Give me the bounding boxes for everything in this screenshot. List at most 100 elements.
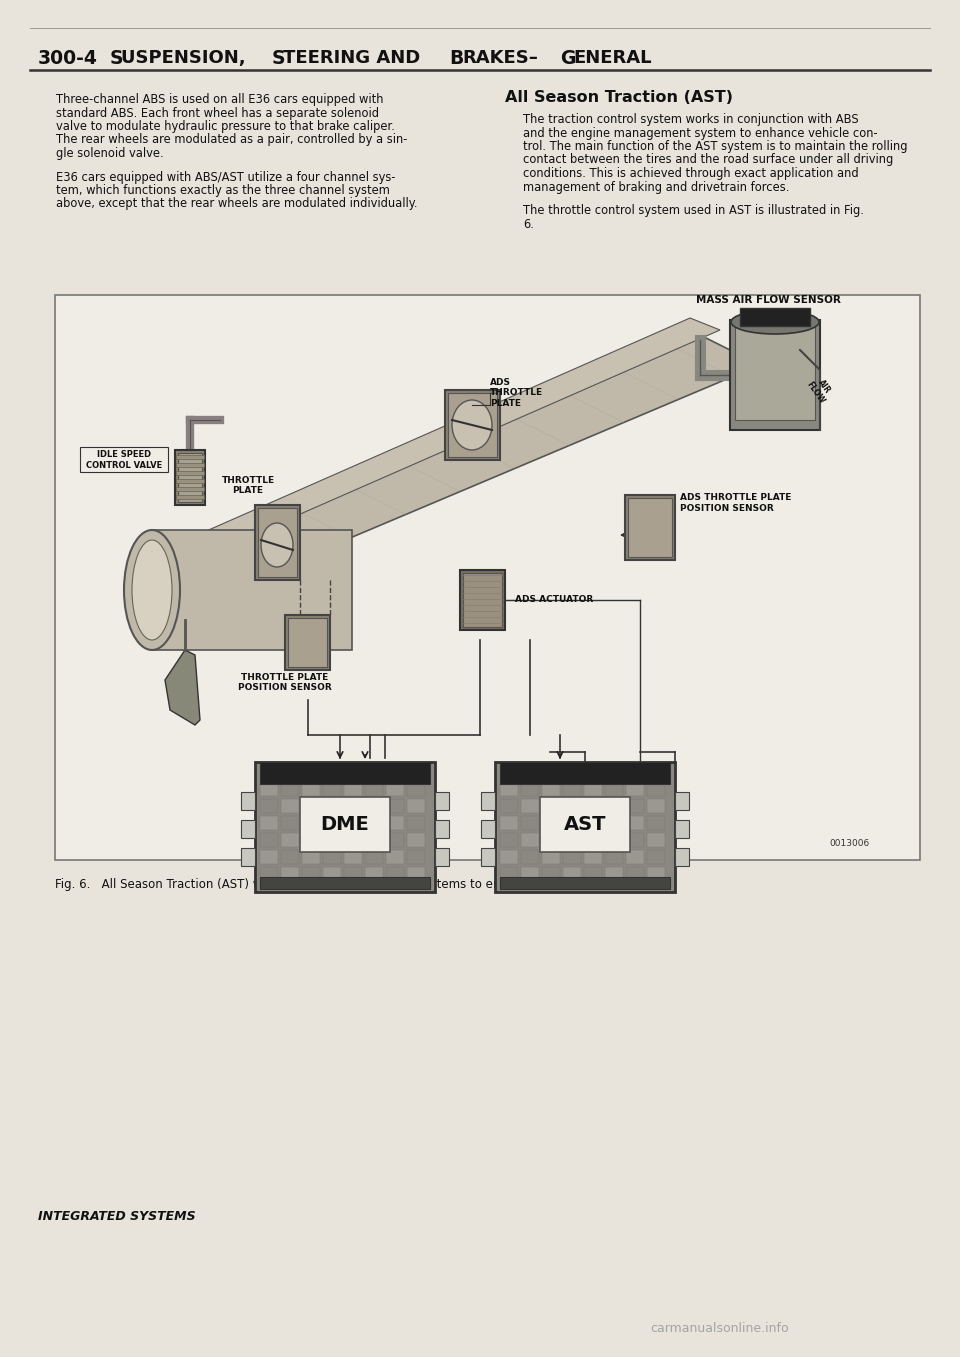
Bar (386, 799, 404, 813)
Text: S: S (110, 49, 124, 68)
Bar (521, 867, 539, 881)
Bar (500, 867, 518, 881)
Bar (605, 849, 623, 864)
Bar (626, 833, 644, 847)
Text: DME: DME (321, 814, 370, 833)
Bar (625, 495, 675, 560)
Bar (260, 867, 278, 881)
Bar (500, 833, 518, 847)
Bar (481, 792, 495, 810)
Bar (344, 799, 362, 813)
Text: Three-channel ABS is used on all E36 cars equipped with: Three-channel ABS is used on all E36 car… (56, 94, 383, 106)
Bar (500, 849, 518, 864)
Bar (563, 816, 581, 830)
Bar (281, 849, 299, 864)
Text: trol. The main function of the AST system is to maintain the rolling: trol. The main function of the AST syste… (523, 140, 907, 153)
Bar (407, 816, 425, 830)
Bar (500, 782, 518, 797)
Bar (344, 849, 362, 864)
Bar (563, 867, 581, 881)
Bar (521, 816, 539, 830)
Bar (481, 820, 495, 839)
Bar (365, 782, 383, 797)
Bar (288, 617, 327, 668)
Bar (647, 849, 665, 864)
Bar (626, 867, 644, 881)
Bar (55, 294, 920, 860)
Text: G: G (560, 49, 575, 68)
Bar (80, 446, 168, 472)
Bar (542, 867, 560, 881)
Bar (386, 867, 404, 881)
Bar (647, 799, 665, 813)
Bar (563, 782, 581, 797)
Text: The traction control system works in conjunction with ABS: The traction control system works in con… (523, 113, 858, 126)
Bar (626, 816, 644, 830)
Bar (323, 849, 341, 864)
Bar (302, 782, 320, 797)
Bar (435, 848, 449, 866)
Bar (255, 505, 300, 579)
Bar (386, 849, 404, 864)
Text: ENERAL: ENERAL (573, 49, 652, 66)
Bar (323, 782, 341, 797)
Text: USPENSION,: USPENSION, (121, 49, 252, 66)
Bar (542, 782, 560, 797)
Bar (626, 849, 644, 864)
Ellipse shape (452, 400, 492, 451)
Bar (260, 877, 430, 889)
Bar (281, 782, 299, 797)
Bar (563, 849, 581, 864)
Bar (521, 849, 539, 864)
Bar (260, 816, 278, 830)
Text: ADS ACTUATOR: ADS ACTUATOR (515, 596, 593, 604)
Bar (302, 849, 320, 864)
Bar (344, 816, 362, 830)
Bar (365, 849, 383, 864)
Bar (584, 799, 602, 813)
Bar (176, 479, 204, 483)
Bar (323, 816, 341, 830)
Bar (521, 782, 539, 797)
Bar (386, 782, 404, 797)
Text: The rear wheels are modulated as a pair, controlled by a sin-: The rear wheels are modulated as a pair,… (56, 133, 407, 147)
Text: All Season Traction (AST): All Season Traction (AST) (505, 90, 733, 104)
Bar (365, 799, 383, 813)
Bar (500, 877, 670, 889)
Bar (542, 833, 560, 847)
Bar (344, 867, 362, 881)
Bar (152, 531, 352, 650)
Bar (448, 394, 497, 457)
Text: INTEGRATED SYSTEMS: INTEGRATED SYSTEMS (38, 1210, 196, 1223)
Bar (647, 816, 665, 830)
Text: ADS THROTTLE PLATE
POSITION SENSOR: ADS THROTTLE PLATE POSITION SENSOR (680, 494, 791, 513)
Ellipse shape (731, 309, 819, 334)
Bar (365, 833, 383, 847)
Bar (302, 816, 320, 830)
Bar (407, 849, 425, 864)
Text: conditions. This is achieved through exact application and: conditions. This is achieved through exa… (523, 167, 858, 180)
Bar (260, 782, 278, 797)
Text: management of braking and drivetrain forces.: management of braking and drivetrain for… (523, 180, 789, 194)
Bar (605, 833, 623, 847)
Text: 0013006: 0013006 (829, 839, 870, 848)
Bar (344, 782, 362, 797)
Text: tem, which functions exactly as the three channel system: tem, which functions exactly as the thre… (56, 185, 390, 197)
Bar (605, 799, 623, 813)
Bar (407, 799, 425, 813)
Text: 6.: 6. (523, 217, 534, 231)
Bar (258, 508, 297, 577)
Bar (626, 799, 644, 813)
Bar (740, 308, 810, 326)
Bar (281, 799, 299, 813)
Bar (584, 833, 602, 847)
Bar (435, 792, 449, 810)
Ellipse shape (132, 540, 172, 641)
Text: Fig. 6.   All Season Traction (AST) works with other drivetrain systems to enhan: Fig. 6. All Season Traction (AST) works … (55, 878, 631, 892)
Text: carmanualsonline.info: carmanualsonline.info (651, 1322, 789, 1335)
Text: AIR
FLOW: AIR FLOW (804, 375, 835, 406)
Text: The throttle control system used in AST is illustrated in Fig.: The throttle control system used in AST … (523, 204, 864, 217)
Polygon shape (170, 318, 720, 558)
Bar (365, 867, 383, 881)
Bar (500, 799, 518, 813)
